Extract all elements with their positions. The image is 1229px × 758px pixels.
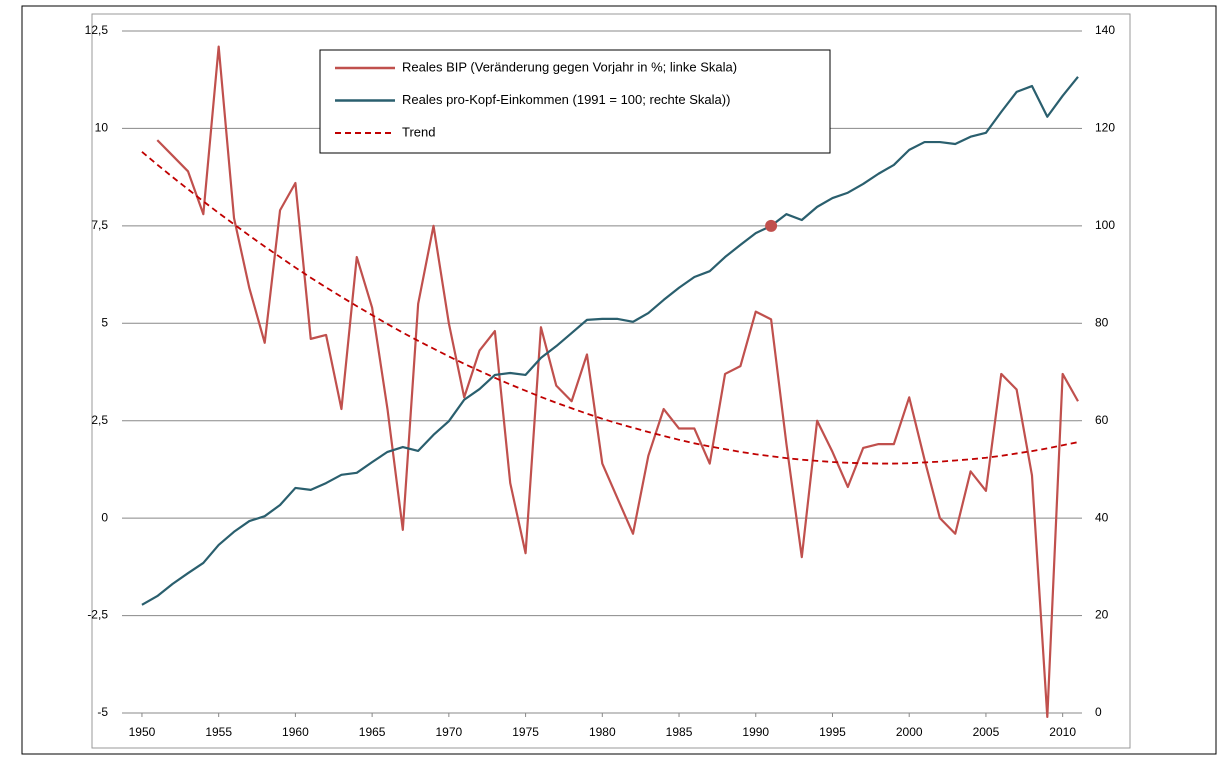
y-tick-label: -5: [97, 705, 108, 719]
y2-tick-label: 40: [1095, 510, 1109, 524]
y2-tick-label: 120: [1095, 121, 1115, 135]
y2-tick-label: 0: [1095, 705, 1102, 719]
series-line: [141, 151, 1079, 465]
y2-tick-label: 140: [1095, 23, 1115, 37]
x-tick-label: 1975: [512, 725, 539, 739]
y-tick-label: 5: [101, 315, 108, 329]
highlight-point: [765, 219, 778, 232]
x-tick-label: 1995: [819, 725, 846, 739]
x-tick-label: 2010: [1049, 725, 1076, 739]
legend-label: Reales pro-Kopf-Einkommen (1991 = 100; r…: [402, 92, 730, 107]
y2-tick-label: 60: [1095, 413, 1109, 427]
x-tick-label: 1950: [129, 725, 156, 739]
legend-label: Reales BIP (Veränderung gegen Vorjahr in…: [402, 59, 737, 74]
x-tick-label: 1965: [359, 725, 386, 739]
frame: [21, 5, 1217, 755]
x-tick-label: 1985: [666, 725, 693, 739]
series-line: [156, 45, 1079, 718]
x-tick-label: 2005: [973, 725, 1000, 739]
x-tick-label: 1970: [435, 725, 462, 739]
x-tick-label: 1980: [589, 725, 616, 739]
x-tick-label: 2000: [896, 725, 923, 739]
y2-tick-label: 80: [1095, 315, 1109, 329]
y2-tick-label: 100: [1095, 218, 1115, 232]
legend: [319, 49, 831, 154]
y-tick-label: 12,5: [85, 23, 109, 37]
x-tick-label: 1960: [282, 725, 309, 739]
y2-tick-label: 20: [1095, 608, 1109, 622]
legend-label: Trend: [402, 124, 435, 139]
y-tick-label: 2,5: [91, 413, 108, 427]
y-tick-label: -2,5: [87, 608, 108, 622]
x-tick-label: 1955: [205, 725, 232, 739]
y-tick-label: 7,5: [91, 218, 108, 232]
chart-area: [91, 13, 1131, 749]
series-line: [141, 76, 1079, 606]
x-tick-label: 1990: [742, 725, 769, 739]
y-tick-label: 10: [95, 121, 109, 135]
y-tick-label: 0: [101, 510, 108, 524]
